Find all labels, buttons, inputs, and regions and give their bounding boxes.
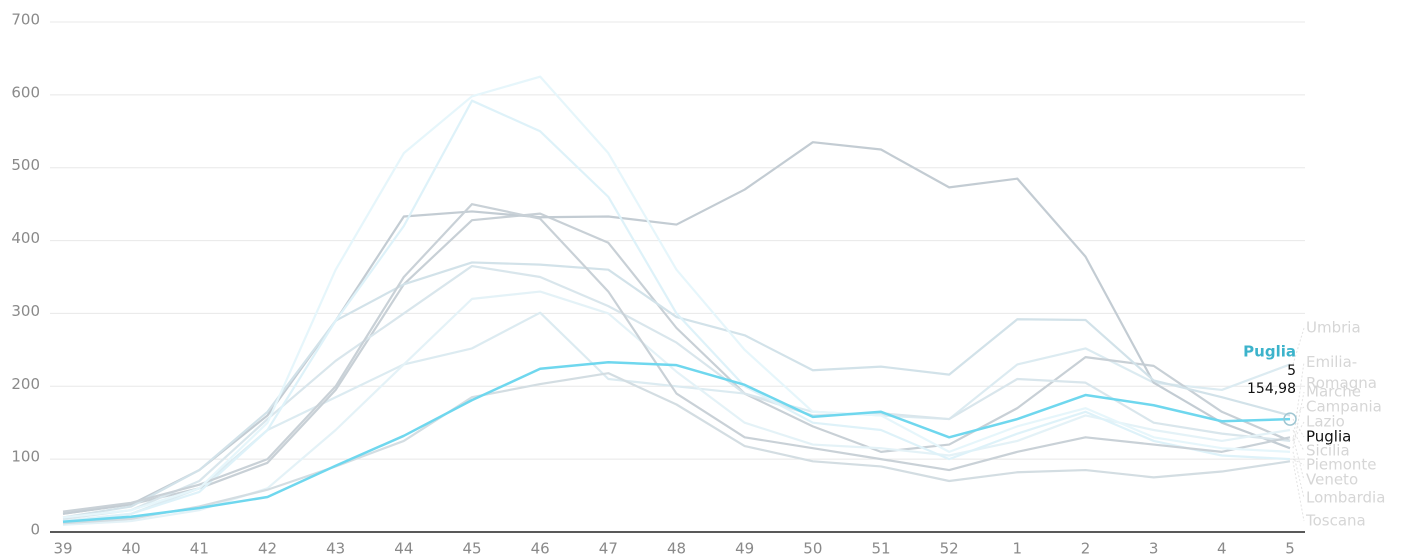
- series-line: [62, 203, 1291, 513]
- legend-label: Veneto: [1306, 471, 1358, 489]
- x-tick-label: 44: [394, 540, 413, 556]
- y-tick-label: 400: [11, 229, 40, 247]
- y-tick-label: 300: [11, 302, 40, 320]
- x-tick-label: 40: [122, 540, 141, 556]
- series-line: [62, 261, 1291, 519]
- y-tick-label: 700: [11, 11, 40, 29]
- legend-leader: [1292, 429, 1305, 452]
- tooltip-category: 5: [1287, 363, 1296, 379]
- legend-label: Sicilia: [1306, 442, 1350, 460]
- x-tick-label: 43: [326, 540, 345, 556]
- series-line: [62, 141, 1291, 515]
- series-line: [62, 75, 1291, 519]
- x-tick-label: 39: [53, 540, 72, 556]
- legend-label: Puglia: [1306, 428, 1351, 446]
- y-tick-label: 500: [11, 156, 40, 174]
- hover-point: [1283, 412, 1297, 426]
- x-tick-label: 46: [531, 540, 550, 556]
- x-tick-label: 4: [1217, 540, 1227, 556]
- x-tick-label: 49: [735, 540, 754, 556]
- x-tick-label: 47: [599, 540, 618, 556]
- tooltip-value: 154,98: [1247, 381, 1296, 397]
- x-tick-label: 48: [667, 540, 686, 556]
- x-tick-label: 45: [462, 540, 481, 556]
- y-tick-label: 0: [30, 521, 40, 539]
- series-line: [62, 372, 1291, 525]
- series-line: [62, 99, 1291, 523]
- tooltip-series: Puglia: [1243, 343, 1296, 361]
- x-tick-label: 2: [1081, 540, 1091, 556]
- y-tick-label: 600: [11, 83, 40, 101]
- legend-leader: [1292, 437, 1305, 481]
- y-tick-label: 100: [11, 448, 40, 466]
- x-tick-label: 5: [1285, 540, 1295, 556]
- x-tick-label: 42: [258, 540, 277, 556]
- series-line: [62, 290, 1291, 526]
- legend-leader: [1292, 391, 1305, 449]
- legend-label: Lombardia: [1306, 489, 1385, 507]
- series-line: [62, 360, 1291, 524]
- legend-leader: [1292, 418, 1305, 438]
- legend-label: Lazio: [1306, 413, 1345, 431]
- x-tick-label: 51: [871, 540, 890, 556]
- x-tick-label: 3: [1149, 540, 1159, 556]
- legend-leader: [1292, 361, 1305, 441]
- x-tick-label: 1: [1013, 540, 1023, 556]
- x-tick-label: 41: [190, 540, 209, 556]
- y-tick-label: 200: [11, 375, 40, 393]
- legend-label: Emilia-Romagna: [1306, 353, 1377, 392]
- legend-leader: [1292, 406, 1305, 416]
- legend-label: Umbria: [1306, 319, 1361, 337]
- legend-label: Campania: [1306, 398, 1382, 416]
- series-line: [62, 212, 1291, 515]
- x-tick-label: 52: [940, 540, 959, 556]
- legend-label: Toscana: [1305, 512, 1366, 530]
- legend-label: Marche: [1306, 383, 1361, 401]
- legend-label: Piemonte: [1306, 456, 1377, 474]
- x-tick-label: 50: [803, 540, 822, 556]
- series-line: [62, 264, 1291, 520]
